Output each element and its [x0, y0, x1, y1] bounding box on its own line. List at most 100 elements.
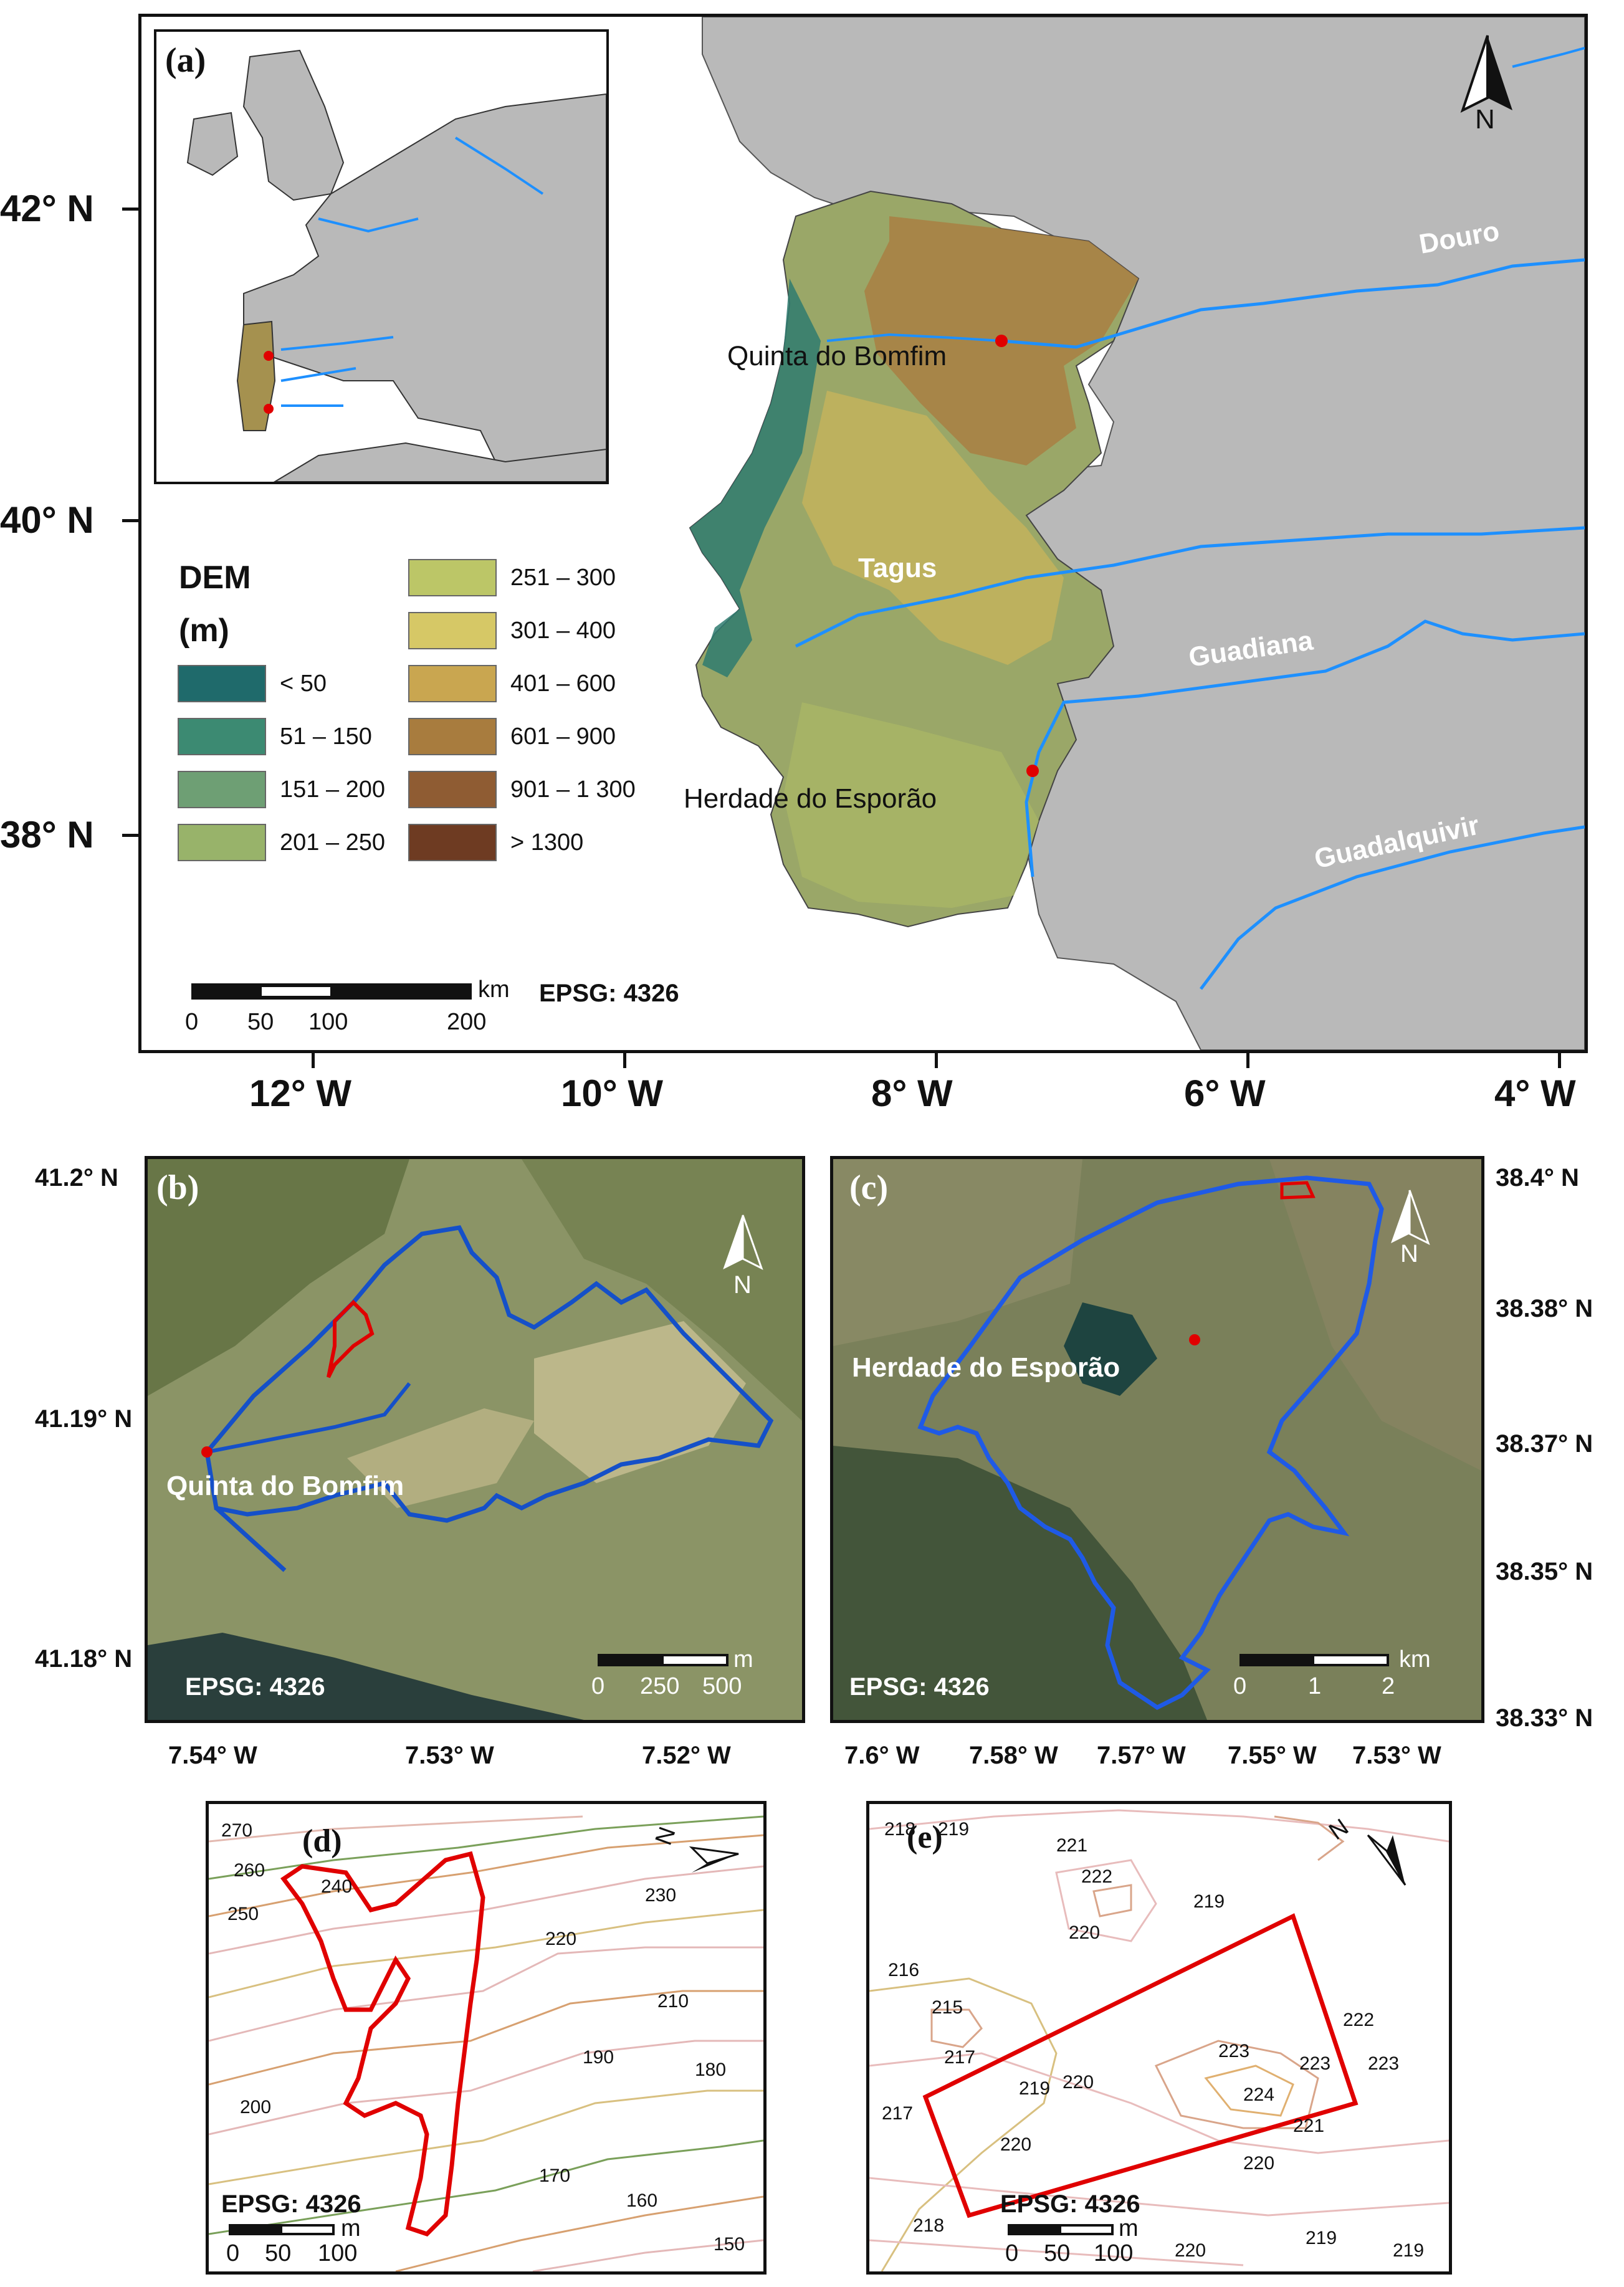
e-contour-220c: 220 — [1000, 2134, 1032, 2155]
panel-b-light-field — [534, 1321, 746, 1483]
panel-d-epsg: EPSG: 4326 — [221, 2190, 361, 2218]
panel-a-map-frame: (a) N DEM (m) < 50 51 – 150 151 – 200 20… — [138, 14, 1588, 1053]
panel-b-place-label: Quinta do Bomfim — [166, 1471, 404, 1501]
douro-river-water — [148, 1633, 584, 1720]
legend-row-5: 301 – 400 — [408, 612, 616, 649]
contour-label-270: 270 — [221, 1820, 253, 1841]
panel-b-lat-1: 41.19° N — [35, 1405, 133, 1433]
europe-inset-frame: (a) — [154, 29, 609, 484]
panel-a-lat-42: 42° N — [0, 188, 94, 229]
e-contour-223b: 223 — [1299, 2053, 1331, 2074]
panel-b-north-arrow-icon — [723, 1215, 763, 1271]
contour-label-220: 220 — [545, 1929, 577, 1949]
contour-label-230: 230 — [645, 1885, 677, 1906]
panel-c-lon-3: 7.55° W — [1228, 1742, 1317, 1769]
legend-text: < 50 — [280, 670, 327, 697]
panel-c-fields — [833, 1159, 1082, 1346]
panel-d-label: (d) — [302, 1823, 342, 1859]
panel-d-scale-unit: m — [341, 2215, 361, 2242]
panel-c-place-label: Herdade do Esporão — [852, 1352, 1120, 1383]
legend-row-7: 601 – 900 — [408, 718, 616, 755]
panel-c-right-fields — [1269, 1159, 1481, 1471]
panel-d-scale-bar — [229, 2224, 335, 2235]
e-contour-220d: 220 — [1243, 2153, 1275, 2174]
esporao-boundary — [917, 1175, 1384, 1711]
panel-a-scale-unit: km — [478, 976, 510, 1003]
panel-b-scale-unit: m — [733, 1646, 753, 1673]
panel-b-dark-hills — [148, 1159, 409, 1396]
e-contour-219c: 219 — [1019, 2078, 1051, 2099]
inset-continent — [243, 93, 606, 482]
panel-d-scale-tick-0: 0 — [226, 2240, 240, 2266]
legend-row-6: 401 – 600 — [408, 665, 616, 702]
panel-e-map-frame: (e) 218 219 221 222 220 219 216 215 217 … — [866, 1801, 1452, 2275]
panel-a-lon-6: 6° W — [1184, 1072, 1266, 1114]
panel-a-scale-tick-2: 100 — [308, 1009, 348, 1035]
panel-b-north-label: N — [733, 1271, 752, 1299]
contour-label-200: 200 — [240, 2097, 272, 2118]
portugal-mid — [802, 391, 1064, 665]
herdade-c-dot — [1189, 1334, 1200, 1345]
legend-text: > 1300 — [510, 829, 584, 856]
panel-c-lon-4: 7.53° W — [1352, 1742, 1441, 1769]
contour-label-180: 180 — [695, 2060, 727, 2080]
legend-row-4: 251 – 300 — [408, 559, 616, 596]
north-arrow-icon — [1460, 35, 1512, 113]
e-contour-224: 224 — [1243, 2084, 1275, 2105]
panel-e-north-arrow-icon — [1367, 1834, 1407, 1886]
panel-e-label: (e) — [907, 1820, 943, 1855]
e-contour-223c: 223 — [1368, 2053, 1400, 2074]
panel-c-north-label: N — [1400, 1240, 1418, 1268]
legend-swatch — [408, 824, 497, 861]
e-contour-220a: 220 — [1069, 1922, 1101, 1943]
e-contour-219d: 219 — [1306, 2228, 1337, 2248]
contour-label-190: 190 — [583, 2047, 614, 2068]
panel-c-scale-unit: km — [1399, 1646, 1431, 1673]
panel-e-scale-unit: m — [1119, 2215, 1139, 2242]
panel-a-lon-10: 10° W — [561, 1072, 664, 1114]
panel-b-right-hills — [522, 1159, 802, 1421]
legend-text: 301 – 400 — [510, 617, 616, 644]
contour-label-170: 170 — [539, 2165, 571, 2186]
douro-river — [1001, 258, 1585, 349]
panel-d-map-frame: (d) 270 260 250 240 230 220 210 200 190 … — [206, 1801, 767, 2275]
panel-e-scale-bar — [1008, 2224, 1114, 2235]
panel-a-epsg: EPSG: 4326 — [539, 980, 679, 1007]
panel-b-scale-tick-1: 250 — [640, 1673, 680, 1699]
legend-row-3: 201 – 250 — [178, 824, 385, 861]
panel-c-lat-0: 38.4° N — [1496, 1164, 1579, 1191]
legend-swatch — [178, 718, 266, 755]
panel-a-tick — [122, 834, 138, 837]
panel-c-lat-3: 38.35° N — [1496, 1558, 1593, 1585]
panel-c-reservoir — [1064, 1302, 1157, 1396]
inset-uk — [242, 49, 345, 201]
legend-row-0: < 50 — [178, 665, 327, 702]
legend-text: 601 – 900 — [510, 723, 616, 750]
panel-c-map-canvas — [833, 1159, 1481, 1720]
panel-b-field-2 — [347, 1408, 534, 1508]
vineyard-plot-boundary — [327, 1299, 375, 1378]
panel-a-lat-38: 38° N — [0, 814, 94, 856]
panel-c-north-arrow-icon — [1391, 1190, 1430, 1246]
panel-c-map-frame: (c) N Herdade do Esporão km 0 1 2 EPSG: … — [830, 1156, 1484, 1723]
quinta-boundary — [204, 1225, 774, 1572]
panel-b-lat-0: 41.2° N — [35, 1164, 118, 1191]
panel-b-scale-tick-0: 0 — [591, 1673, 605, 1699]
panel-d-scale-tick-2: 100 — [318, 2240, 358, 2266]
river-tagus-label: Tagus — [858, 553, 937, 583]
panel-a-tick — [122, 519, 138, 522]
e-contour-218b: 218 — [913, 2215, 945, 2236]
panel-a-north-label: N — [1475, 104, 1495, 135]
esporao-plot — [1280, 1181, 1316, 1200]
panel-a-tick — [1558, 1053, 1561, 1068]
e-contour-219a: 219 — [938, 1819, 970, 1840]
e-contour-219e: 219 — [1393, 2240, 1425, 2261]
inset-ireland — [186, 112, 239, 176]
legend-text: 901 – 1 300 — [510, 776, 636, 803]
panel-e-scale-tick-1: 50 — [1044, 2240, 1071, 2266]
panel-b-scale-tick-2: 500 — [702, 1673, 742, 1699]
legend-text: 151 – 200 — [280, 776, 386, 803]
e-contour-217a: 217 — [944, 2047, 976, 2068]
e-contour-220e: 220 — [1175, 2240, 1206, 2261]
panel-a-map-canvas — [689, 17, 1585, 1050]
